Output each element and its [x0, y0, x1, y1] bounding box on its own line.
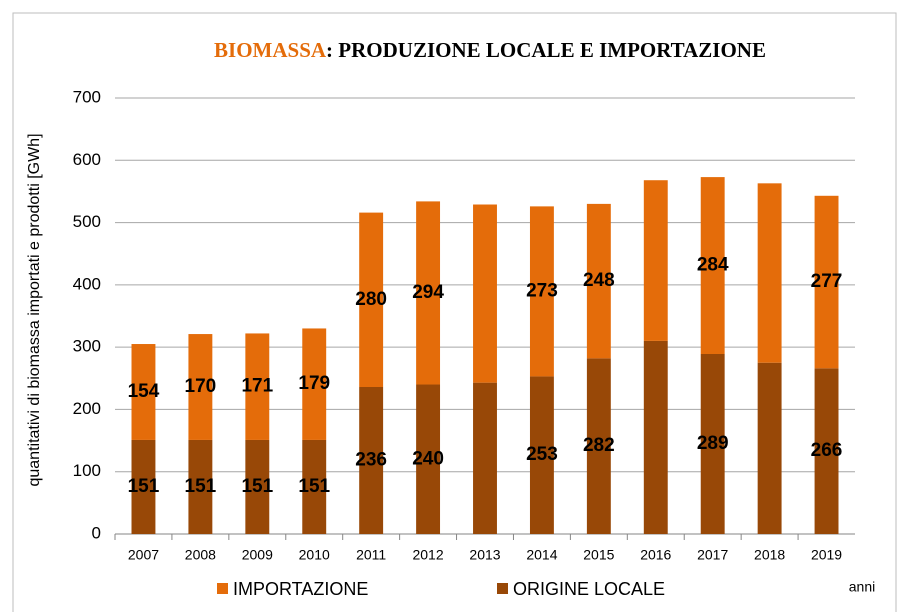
- data-label: 294: [412, 282, 444, 303]
- y-tick-label: 300: [73, 337, 101, 356]
- y-tick-label: 0: [92, 523, 101, 542]
- data-label: 236: [355, 450, 387, 471]
- bar-segment: [302, 439, 327, 534]
- x-tick-label: 2016: [640, 547, 671, 563]
- bar-segment: [814, 368, 839, 534]
- bar-segment: [757, 183, 782, 363]
- x-axis-label: anni: [849, 579, 875, 595]
- data-label: 253: [526, 444, 558, 465]
- y-tick-label: 500: [73, 212, 101, 231]
- data-label: 280: [355, 289, 387, 310]
- bar-segment: [359, 387, 384, 534]
- y-tick-label: 100: [73, 461, 101, 480]
- legend-swatch: [497, 583, 508, 594]
- x-tick-label: 2009: [242, 547, 273, 563]
- bar-segment: [473, 204, 497, 383]
- x-tick-label: 2010: [299, 547, 330, 563]
- data-label: 151: [185, 476, 217, 497]
- bar-segment: [416, 201, 441, 385]
- y-tick-label: 600: [73, 150, 101, 169]
- bar-segment: [302, 328, 327, 440]
- data-label: 151: [241, 476, 273, 497]
- title-part: BIOMASSA: [214, 38, 327, 62]
- data-label: 289: [697, 433, 729, 454]
- data-label: 284: [697, 255, 729, 276]
- legend-label: IMPORTAZIONE: [233, 579, 368, 599]
- data-label: 151: [128, 476, 160, 497]
- bar-segment: [757, 362, 782, 534]
- bar-segment: [529, 376, 554, 534]
- x-tick-label: 2011: [356, 547, 386, 563]
- x-tick-label: 2012: [412, 547, 443, 563]
- data-label: 282: [583, 435, 615, 456]
- bar-segment: [529, 206, 554, 377]
- x-tick-label: 2013: [469, 547, 500, 563]
- x-tick-label: 2015: [583, 547, 614, 563]
- legend-label: ORIGINE LOCALE: [513, 579, 665, 599]
- bar-segment: [245, 439, 270, 534]
- data-label: 151: [298, 476, 330, 497]
- x-tick-label: 2007: [128, 547, 159, 563]
- bar-segment: [188, 439, 213, 534]
- data-label: 277: [811, 271, 843, 292]
- chart-title: BIOMASSA: PRODUZIONE LOCALE E IMPORTAZIO…: [214, 38, 766, 62]
- bar-segment: [814, 195, 839, 369]
- bar-segment: [131, 344, 156, 440]
- x-tick-label: 2019: [811, 547, 842, 563]
- y-axis-label: quantitativi di biomassa importati e pro…: [26, 133, 43, 486]
- data-label: 248: [583, 270, 615, 291]
- title-part: : PRODUZIONE LOCALE E IMPORTAZIONE: [326, 38, 766, 62]
- data-label: 179: [298, 373, 330, 394]
- bar-segment: [245, 333, 270, 440]
- bar-segment: [416, 384, 441, 534]
- bar-segment: [586, 203, 611, 359]
- data-label: 266: [811, 440, 843, 461]
- y-tick-label: 400: [73, 274, 101, 293]
- data-label: 154: [128, 381, 160, 402]
- x-tick-label: 2018: [754, 547, 785, 563]
- y-tick-label: 700: [73, 87, 101, 106]
- bar-segment: [359, 212, 384, 388]
- bar-segment: [643, 340, 668, 534]
- bar-segment: [700, 177, 725, 354]
- legend-swatch: [217, 583, 228, 594]
- bar-segment: [643, 180, 668, 341]
- bar-segment: [131, 439, 156, 534]
- x-tick-label: 2014: [526, 547, 557, 563]
- bar-segment: [473, 382, 497, 534]
- bar-segment: [188, 334, 213, 440]
- x-tick-label: 2017: [697, 547, 728, 563]
- data-label: 273: [526, 280, 558, 301]
- chart-frame: [12, 12, 897, 612]
- data-label: 170: [185, 376, 217, 397]
- data-label: 171: [241, 376, 273, 397]
- data-label: 240: [412, 448, 444, 469]
- bar-segment: [586, 358, 611, 534]
- bar-segment: [700, 353, 725, 534]
- y-tick-label: 200: [73, 399, 101, 418]
- x-tick-label: 2008: [185, 547, 216, 563]
